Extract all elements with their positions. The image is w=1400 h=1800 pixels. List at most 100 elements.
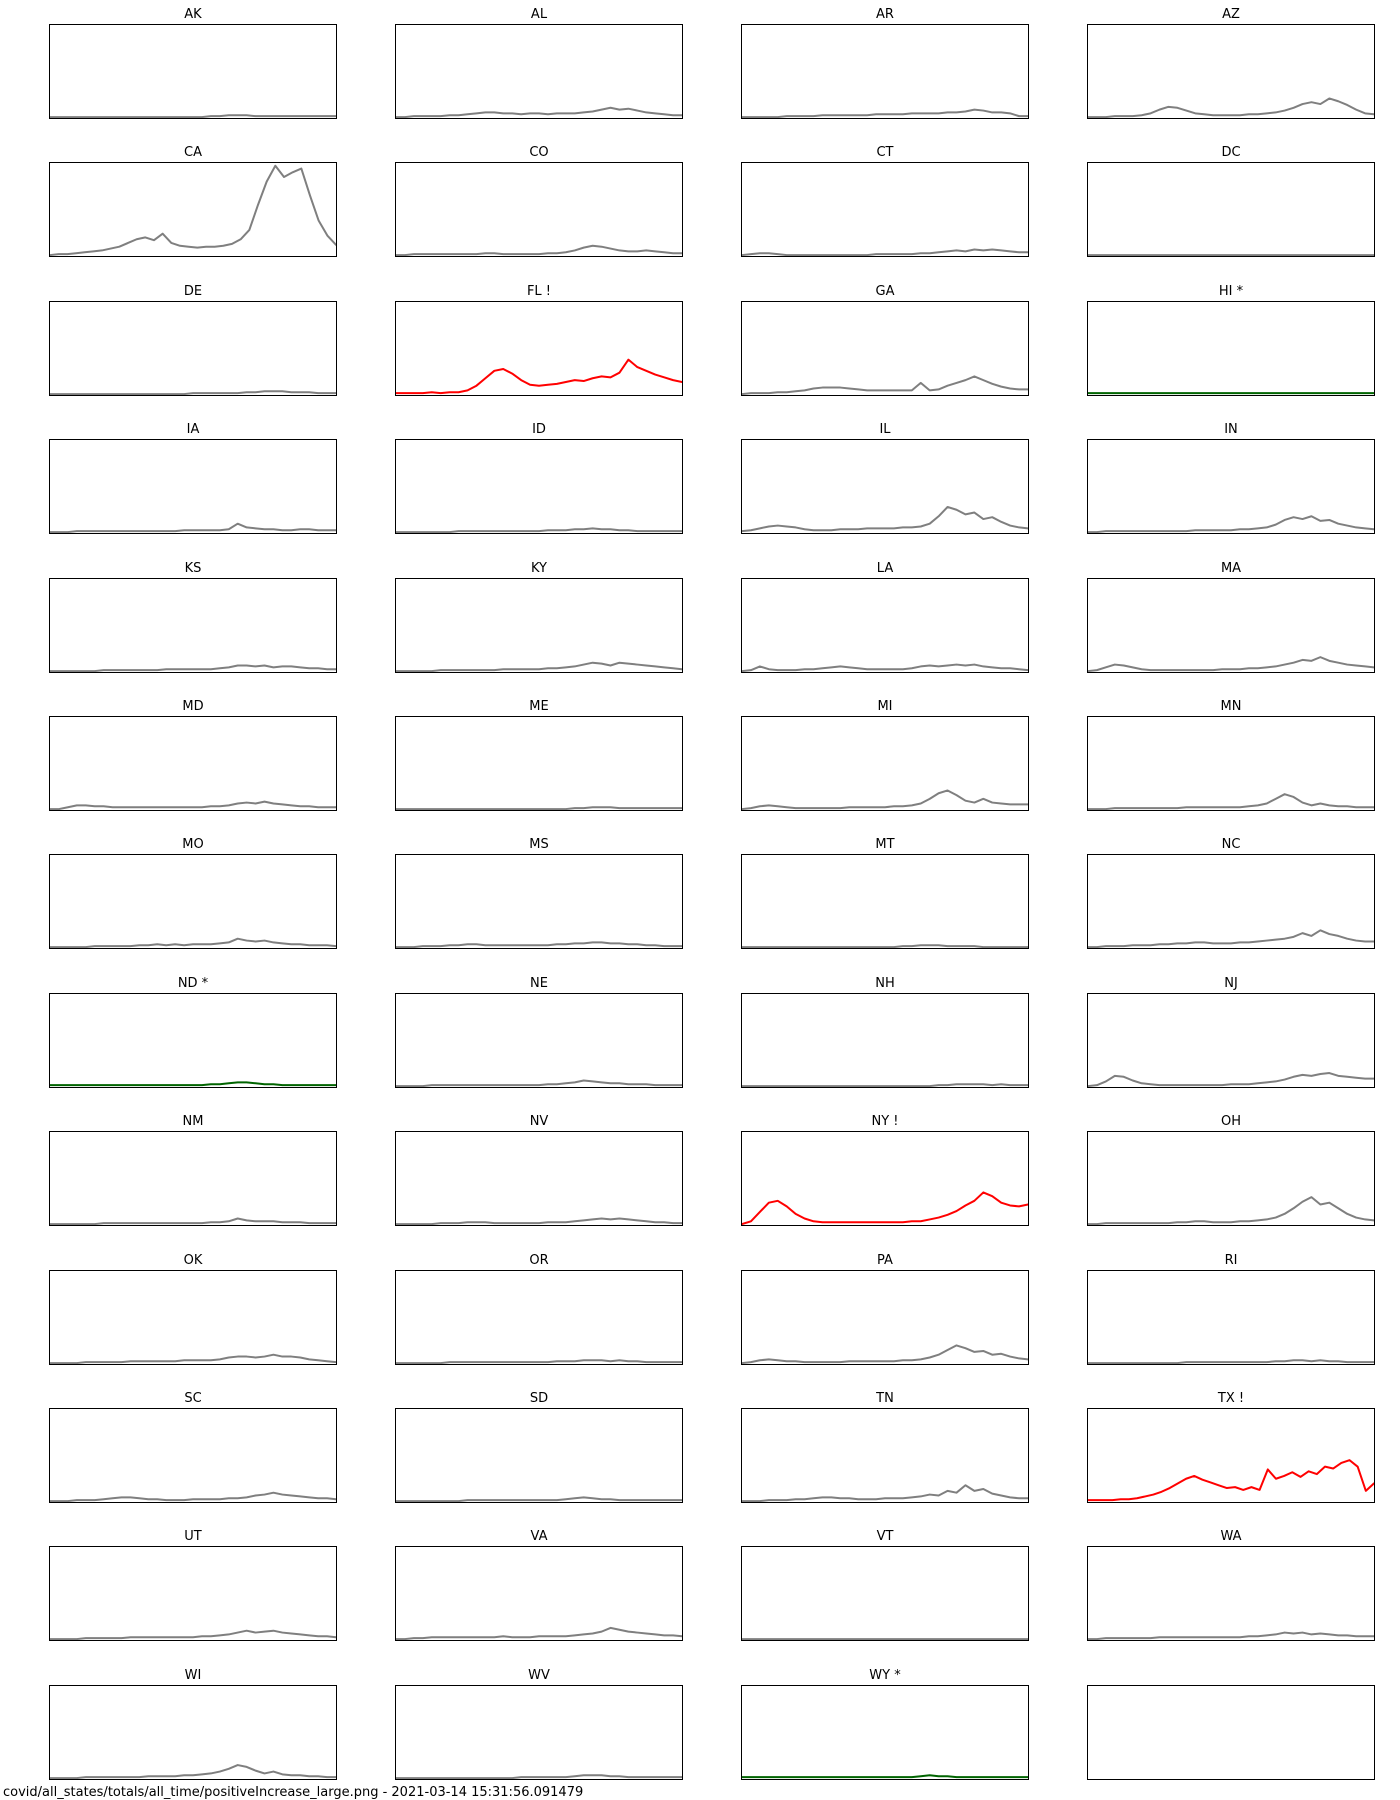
- subplot-title-in: IN: [1224, 422, 1238, 438]
- subplot-id: ID: [395, 415, 683, 553]
- subplot-wv: WV: [395, 1661, 683, 1799]
- plot-area-dc: [1087, 162, 1375, 258]
- plot-area-sd: [395, 1407, 683, 1503]
- subplot-wa: WA: [1087, 1522, 1375, 1660]
- subplot-ct: CT: [741, 138, 1029, 276]
- line-series-mo: [50, 855, 336, 948]
- plot-area-ny: [741, 1131, 1029, 1227]
- line-series-ky: [396, 579, 682, 672]
- line-series-co: [396, 163, 682, 256]
- subplot-wy: WY *: [741, 1661, 1029, 1799]
- subplot-mo: MO: [49, 830, 337, 968]
- line-series-ar: [742, 25, 1028, 118]
- subplot-or: OR: [395, 1246, 683, 1384]
- plot-area-mo: [49, 854, 337, 950]
- subplot-sc: SC: [49, 1384, 337, 1522]
- subplot-title-ia: IA: [186, 422, 200, 438]
- subplot-sd: SD: [395, 1384, 683, 1522]
- line-series-al: [396, 25, 682, 118]
- plot-area-de: [49, 300, 337, 396]
- line-series-wi: [50, 1686, 336, 1779]
- subplot-title-nh: NH: [875, 975, 895, 991]
- line-series-nd: [50, 994, 336, 1087]
- subplot-la: LA: [741, 554, 1029, 692]
- subplot-title-ks: KS: [184, 560, 202, 576]
- subplot-title-nc: NC: [1221, 837, 1241, 853]
- line-series-or: [396, 1271, 682, 1364]
- subplot-title-wi: WI: [184, 1667, 202, 1683]
- line-series-ct: [742, 163, 1028, 256]
- subplot-va: VA: [395, 1522, 683, 1660]
- plot-area-empty: [1087, 1684, 1375, 1780]
- line-series-ut: [50, 1547, 336, 1640]
- plot-area-ca: [49, 162, 337, 258]
- plot-area-la: [741, 577, 1029, 673]
- plot-area-ok: [49, 1269, 337, 1365]
- subplot-title-nj: NJ: [1224, 975, 1238, 991]
- subplot-title-tx: TX !: [1217, 1390, 1245, 1406]
- subplot-title-md: MD: [182, 698, 204, 714]
- plot-area-or: [395, 1269, 683, 1365]
- line-series-wy: [742, 1686, 1028, 1779]
- line-series-vt: [742, 1547, 1028, 1640]
- plot-area-tx: [1087, 1407, 1375, 1503]
- plot-area-ct: [741, 162, 1029, 258]
- subplot-tn: TN: [741, 1384, 1029, 1522]
- line-series-sc: [50, 1409, 336, 1502]
- line-series-az: [1088, 25, 1374, 118]
- subplot-grid: AK AL AR AZ CA CO CT DC DE FL ! GA HI * IA ID IL IN KS KY…: [49, 0, 1375, 1799]
- line-series-va: [396, 1547, 682, 1640]
- subplot-title-mn: MN: [1220, 698, 1242, 714]
- subplot-title-ct: CT: [876, 145, 894, 161]
- line-series-ms: [396, 855, 682, 948]
- line-series-pa: [742, 1271, 1028, 1364]
- plot-area-ar: [741, 24, 1029, 119]
- subplot-in: IN: [1087, 415, 1375, 553]
- subplot-nc: NC: [1087, 830, 1375, 968]
- subplot-title-wy: WY *: [869, 1667, 901, 1683]
- line-series-nc: [1088, 855, 1374, 948]
- line-series-nm: [50, 1132, 336, 1225]
- plot-area-ms: [395, 854, 683, 950]
- line-series-ia: [50, 440, 336, 533]
- subplot-title-sd: SD: [529, 1390, 549, 1406]
- subplot-title-tn: TN: [876, 1390, 894, 1406]
- subplot-title-ut: UT: [184, 1529, 202, 1545]
- line-series-ga: [742, 302, 1028, 395]
- subplot-ri: RI: [1087, 1246, 1375, 1384]
- subplot-ne: NE: [395, 969, 683, 1107]
- plot-area-ri: [1087, 1269, 1375, 1365]
- subplot-title-wa: WA: [1220, 1529, 1242, 1545]
- subplot-title-id: ID: [532, 422, 546, 438]
- plot-area-co: [395, 162, 683, 258]
- subplot-title-ny: NY !: [871, 1114, 899, 1130]
- line-series-ny: [742, 1132, 1028, 1225]
- subplot-co: CO: [395, 138, 683, 276]
- subplot-al: AL: [395, 0, 683, 138]
- subplot-az: AZ: [1087, 0, 1375, 138]
- subplot-ak: AK: [49, 0, 337, 138]
- plot-area-fl: [395, 300, 683, 396]
- line-series-mn: [1088, 717, 1374, 810]
- subplot-nd: ND *: [49, 969, 337, 1107]
- line-series-wa: [1088, 1547, 1374, 1640]
- plot-area-in: [1087, 439, 1375, 535]
- line-series-ca: [50, 163, 336, 256]
- subplot-oh: OH: [1087, 1107, 1375, 1245]
- line-series-il: [742, 440, 1028, 533]
- subplot-title-ga: GA: [875, 283, 895, 299]
- subplot-title-oh: OH: [1220, 1114, 1241, 1130]
- plot-area-mn: [1087, 715, 1375, 811]
- plot-area-nd: [49, 992, 337, 1088]
- line-series-in: [1088, 440, 1374, 533]
- subplot-title-mo: MO: [182, 837, 204, 853]
- plot-area-id: [395, 439, 683, 535]
- line-series-sd: [396, 1409, 682, 1502]
- plot-area-sc: [49, 1407, 337, 1503]
- line-series-hi: [1088, 302, 1374, 395]
- line-series-la: [742, 579, 1028, 672]
- subplot-title-or: OR: [529, 1252, 549, 1268]
- line-series-mt: [742, 855, 1028, 948]
- subplot-title-nv: NV: [529, 1114, 549, 1130]
- plot-area-oh: [1087, 1131, 1375, 1227]
